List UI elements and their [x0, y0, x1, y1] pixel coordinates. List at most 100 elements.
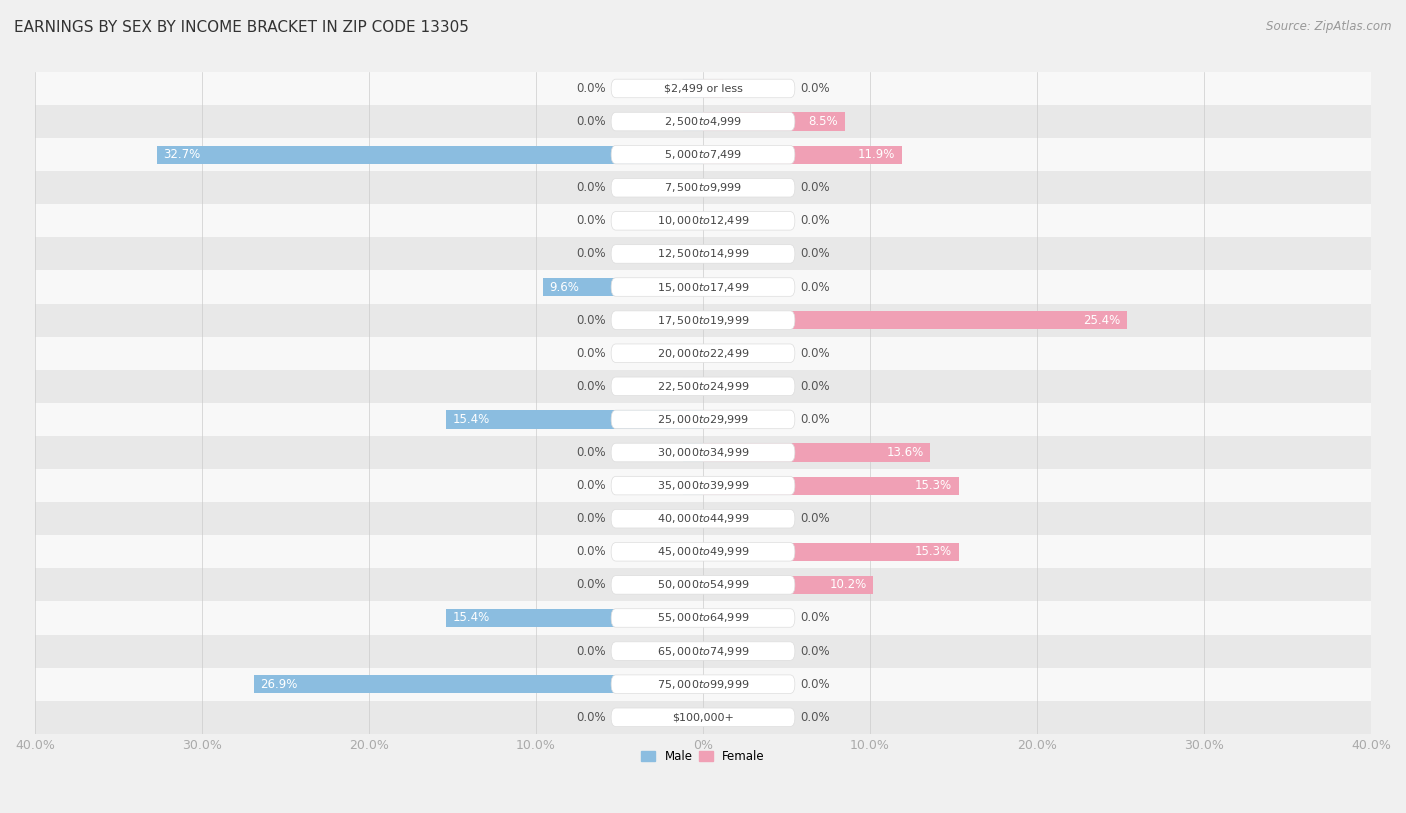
Text: $50,000 to $54,999: $50,000 to $54,999 — [657, 578, 749, 591]
Text: $75,000 to $99,999: $75,000 to $99,999 — [657, 678, 749, 691]
FancyBboxPatch shape — [612, 708, 794, 727]
Bar — [683, 510, 703, 528]
Bar — [683, 245, 703, 263]
Text: $55,000 to $64,999: $55,000 to $64,999 — [657, 611, 749, 624]
Bar — [703, 278, 723, 296]
Bar — [703, 311, 1128, 329]
Bar — [35, 403, 1371, 436]
Text: 0.0%: 0.0% — [576, 512, 606, 525]
Text: 9.6%: 9.6% — [550, 280, 579, 293]
Text: $15,000 to $17,499: $15,000 to $17,499 — [657, 280, 749, 293]
Text: $100,000+: $100,000+ — [672, 712, 734, 722]
Text: 0.0%: 0.0% — [800, 413, 830, 426]
Bar — [703, 211, 723, 230]
Text: EARNINGS BY SEX BY INCOME BRACKET IN ZIP CODE 13305: EARNINGS BY SEX BY INCOME BRACKET IN ZIP… — [14, 20, 470, 35]
Text: 0.0%: 0.0% — [576, 446, 606, 459]
Text: 15.4%: 15.4% — [453, 413, 489, 426]
Bar — [703, 344, 723, 363]
FancyBboxPatch shape — [612, 278, 794, 296]
Bar — [683, 576, 703, 594]
Text: 26.9%: 26.9% — [260, 678, 298, 691]
Bar — [446, 411, 703, 428]
Bar — [703, 708, 723, 726]
Bar — [703, 112, 845, 131]
Bar — [35, 634, 1371, 667]
Text: Source: ZipAtlas.com: Source: ZipAtlas.com — [1267, 20, 1392, 33]
FancyBboxPatch shape — [612, 79, 794, 98]
Text: $45,000 to $49,999: $45,000 to $49,999 — [657, 546, 749, 559]
Bar — [35, 502, 1371, 535]
Text: 0.0%: 0.0% — [576, 578, 606, 591]
Text: $12,500 to $14,999: $12,500 to $14,999 — [657, 247, 749, 260]
Bar — [683, 344, 703, 363]
Text: 0.0%: 0.0% — [800, 711, 830, 724]
Text: 0.0%: 0.0% — [576, 247, 606, 260]
Text: 0.0%: 0.0% — [800, 181, 830, 194]
Bar — [683, 543, 703, 561]
Bar — [35, 204, 1371, 237]
FancyBboxPatch shape — [612, 146, 794, 164]
Text: 0.0%: 0.0% — [800, 82, 830, 95]
Text: 0.0%: 0.0% — [576, 314, 606, 327]
Text: 0.0%: 0.0% — [576, 115, 606, 128]
Text: 0.0%: 0.0% — [576, 346, 606, 359]
Bar — [35, 469, 1371, 502]
Bar — [35, 72, 1371, 105]
FancyBboxPatch shape — [612, 311, 794, 329]
FancyBboxPatch shape — [612, 179, 794, 197]
Text: 15.3%: 15.3% — [915, 479, 952, 492]
Text: $22,500 to $24,999: $22,500 to $24,999 — [657, 380, 749, 393]
FancyBboxPatch shape — [612, 443, 794, 462]
FancyBboxPatch shape — [612, 576, 794, 594]
Bar — [253, 675, 703, 693]
Bar — [703, 576, 873, 594]
Text: 0.0%: 0.0% — [800, 380, 830, 393]
Bar — [703, 411, 723, 428]
Text: $10,000 to $12,499: $10,000 to $12,499 — [657, 215, 749, 228]
Text: $20,000 to $22,499: $20,000 to $22,499 — [657, 346, 749, 359]
Bar — [35, 237, 1371, 271]
FancyBboxPatch shape — [612, 510, 794, 528]
Text: 0.0%: 0.0% — [800, 512, 830, 525]
Bar — [703, 510, 723, 528]
Bar — [35, 535, 1371, 568]
Text: 0.0%: 0.0% — [576, 479, 606, 492]
Text: 0.0%: 0.0% — [576, 711, 606, 724]
Text: 0.0%: 0.0% — [800, 678, 830, 691]
Text: 25.4%: 25.4% — [1083, 314, 1121, 327]
Bar — [35, 436, 1371, 469]
Text: 0.0%: 0.0% — [800, 215, 830, 228]
FancyBboxPatch shape — [612, 211, 794, 230]
FancyBboxPatch shape — [612, 112, 794, 131]
Bar — [683, 476, 703, 494]
Text: 0.0%: 0.0% — [576, 546, 606, 559]
Text: 0.0%: 0.0% — [576, 181, 606, 194]
Bar — [35, 568, 1371, 602]
Bar — [703, 543, 959, 561]
Text: $2,499 or less: $2,499 or less — [664, 84, 742, 93]
Bar — [35, 701, 1371, 734]
Bar — [683, 80, 703, 98]
Legend: Male, Female: Male, Female — [637, 746, 769, 767]
Text: $17,500 to $19,999: $17,500 to $19,999 — [657, 314, 749, 327]
FancyBboxPatch shape — [612, 245, 794, 263]
Text: $35,000 to $39,999: $35,000 to $39,999 — [657, 479, 749, 492]
Text: 0.0%: 0.0% — [800, 247, 830, 260]
Text: 32.7%: 32.7% — [163, 148, 201, 161]
Bar — [446, 609, 703, 627]
Bar — [703, 80, 723, 98]
Text: 0.0%: 0.0% — [576, 82, 606, 95]
Text: $5,000 to $7,499: $5,000 to $7,499 — [664, 148, 742, 161]
Bar — [35, 271, 1371, 303]
Bar — [703, 245, 723, 263]
Bar — [35, 337, 1371, 370]
Bar — [35, 172, 1371, 204]
Bar — [35, 370, 1371, 403]
Bar — [703, 146, 901, 163]
Bar — [35, 667, 1371, 701]
Text: 0.0%: 0.0% — [576, 380, 606, 393]
Bar — [703, 179, 723, 197]
Text: 0.0%: 0.0% — [576, 645, 606, 658]
Bar — [683, 642, 703, 660]
FancyBboxPatch shape — [612, 542, 794, 561]
